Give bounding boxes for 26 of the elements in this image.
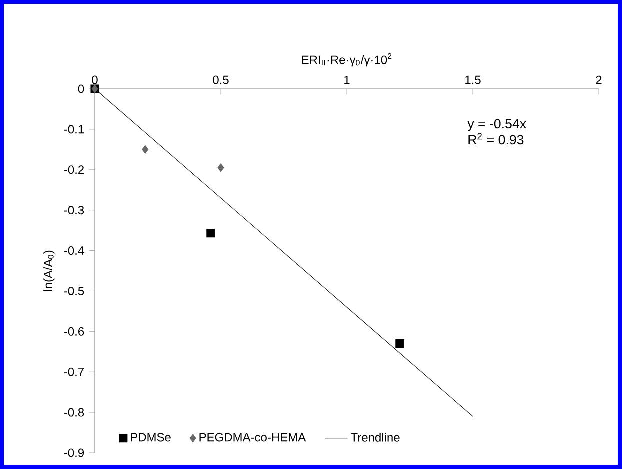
y-axis-title: ln(A/A$_{0}$) (44, 250, 55, 292)
legend-label: PDMSe (131, 433, 171, 442)
y-tick-label: -0.3 (64, 206, 84, 215)
y-tick-label: -0.5 (64, 286, 84, 296)
y-tick-label: -0.6 (64, 327, 84, 336)
x-tick-label: 1.5 (466, 76, 481, 84)
annotation: y = -0.54x (468, 119, 526, 132)
x-tick-label: 0 (92, 76, 98, 84)
point (218, 164, 224, 172)
y-tick-label: -0.7 (64, 368, 84, 376)
y-tick-label: -0.8 (64, 408, 84, 417)
x-tick-label: 2 (596, 76, 602, 84)
y-tick-label: 0 (78, 84, 84, 94)
y-tick-label: -0.4 (64, 246, 84, 256)
point (206, 229, 216, 238)
x-tick-label: 0.5 (213, 76, 229, 84)
annotation: R$^{2}$ = 0.93 (468, 133, 524, 145)
point (142, 145, 149, 154)
legend-label: Trendline (351, 433, 400, 442)
legend-label: PEGDMA-co-HEMA (200, 433, 306, 442)
x-tick-label: 1 (344, 76, 350, 84)
y-tick-label: -0.9 (64, 448, 84, 458)
x-axis-title: ERI$_{II}$·Re·γ$_{0}$/γ·10$^{2}$ (302, 53, 392, 67)
y-tick-label: -0.2 (64, 166, 84, 174)
y-tick-label: -0.1 (64, 125, 84, 134)
point (396, 340, 404, 348)
